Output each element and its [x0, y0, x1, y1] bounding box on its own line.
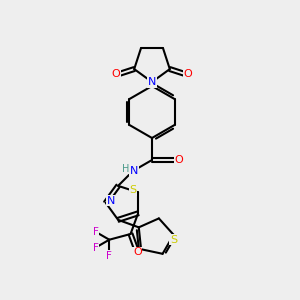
Text: F: F [92, 227, 98, 237]
Text: F: F [92, 243, 98, 253]
Text: O: O [112, 69, 120, 79]
Text: S: S [170, 235, 177, 245]
Text: H: H [122, 164, 130, 174]
Text: S: S [130, 185, 136, 195]
Text: N: N [106, 196, 115, 206]
Text: N: N [148, 77, 156, 87]
Text: O: O [175, 155, 183, 165]
Text: F: F [106, 251, 112, 261]
Text: O: O [133, 247, 142, 257]
Text: O: O [184, 69, 192, 79]
Text: N: N [130, 166, 138, 176]
